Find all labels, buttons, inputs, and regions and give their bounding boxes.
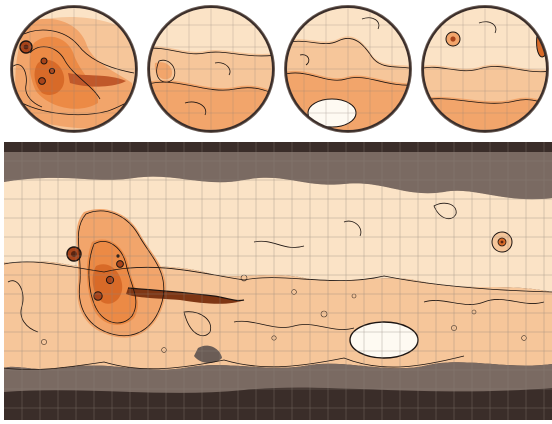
hellas-basin-map bbox=[349, 321, 419, 359]
equirectangular-map bbox=[4, 142, 552, 420]
globe-elysium bbox=[421, 5, 549, 133]
valles-marineris bbox=[68, 73, 126, 87]
globe-row bbox=[0, 0, 552, 140]
globe-hellas bbox=[284, 5, 412, 133]
argyre-basin bbox=[194, 345, 222, 364]
globe-arabia bbox=[147, 5, 275, 133]
graticule bbox=[4, 142, 552, 420]
globe-tharsis bbox=[10, 5, 138, 133]
ascraeus-mons bbox=[116, 260, 124, 268]
arsia-mons bbox=[93, 291, 103, 301]
pavonis-mons bbox=[105, 275, 115, 285]
north-polar-region bbox=[4, 152, 552, 200]
valles-marineris-map bbox=[126, 288, 244, 304]
